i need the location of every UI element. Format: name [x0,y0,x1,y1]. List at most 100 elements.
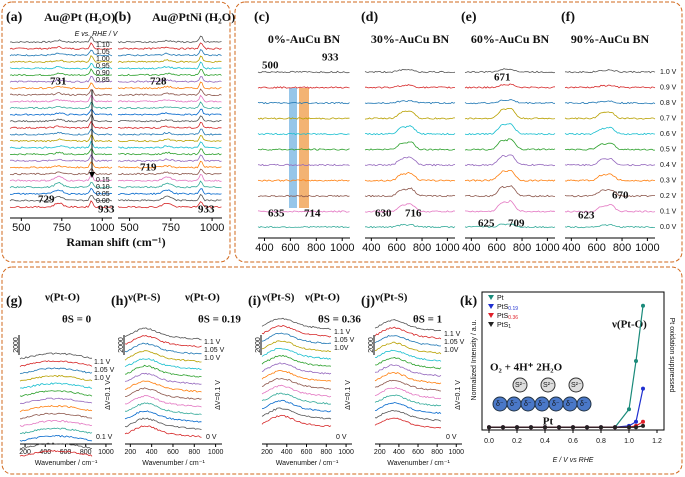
spectrum [365,84,455,89]
spectrum [117,168,222,176]
potential-label: 0.3 V [660,177,677,184]
x-axis-label: Wavenumber / cm⁻¹ [276,460,339,467]
x-tick-label: 1000 [98,449,114,456]
spectrum [564,203,656,213]
scale-label: 2000 [255,337,262,353]
spectrum [564,84,656,89]
adsorbate-label: S²⁻ [543,382,554,389]
spectrum [117,173,222,182]
spectrum [19,419,93,427]
x-tick-label: 600 [388,242,406,254]
spectrum [257,194,350,198]
spectrum [19,449,93,457]
spectrum [464,185,556,198]
x-tick-label: 600 [488,242,506,254]
spectrum [464,199,556,213]
x-tick-label: 800 [431,449,443,456]
spectrum [117,94,222,103]
spectrum [19,434,93,442]
panel-label: (h) [111,294,128,309]
spectrum [9,82,113,90]
spectrum [124,380,202,393]
spectrum [117,35,222,44]
spectrum [261,399,332,413]
band-label: ν(Pt-O) [611,319,647,331]
x-tick-label: 0.8 [596,438,606,445]
point [613,425,617,430]
peak-label: 635 [268,208,285,220]
peak-label: 719 [140,162,157,174]
point [641,303,645,308]
spectrum [19,352,93,360]
step-label: ΔV=0.1 V [105,380,112,410]
potential-label: 0 V [446,434,457,441]
coverage-label: θS = 1 [413,314,442,326]
spectrum [117,76,222,83]
spectrum [117,201,222,209]
panel-label: (d) [361,10,378,25]
peak-label: 500 [262,60,279,72]
x-tick-label: 1000 [90,222,114,234]
x-axis-label: Raman shift (cm⁻¹) [66,235,165,249]
x-tick-label: 200 [124,449,136,456]
point [634,359,638,363]
charge-label: δ⁻ [510,401,518,408]
peak-label: 709 [508,218,525,230]
spectrum [19,367,93,375]
x-tick-label: 750 [162,222,180,234]
point [599,425,603,430]
x-axis-label: Wavenumber / cm⁻¹ [142,460,205,467]
spectrum [117,88,222,96]
potential-label: 1.10 [96,42,110,49]
spectrum [464,107,556,120]
spectrum [117,61,222,70]
spectrum [364,100,456,105]
x-tick-label: 750 [53,222,71,234]
x-tick-label: 500 [120,222,138,234]
panel-title: 30%-AuCu BN [371,32,450,46]
spectrum [9,128,113,136]
potential-label: 0 V [206,434,217,441]
spectrum [124,327,202,341]
spectrum [374,319,442,332]
panel-label: (b) [114,10,131,25]
x-tick-label: 200 [19,449,31,456]
spectrum [257,70,350,74]
legend-label: PtS1 [497,322,511,330]
panel-title: Au@Pt (H₂O) [44,10,115,24]
charge-label: δ⁻ [496,401,504,408]
legend-marker [488,304,494,309]
spectrum [9,134,113,143]
adsorbate-label: S²⁻ [571,382,582,389]
peak-label: 728 [150,76,167,88]
legend-subscript: 0.36 [508,315,518,321]
spectrum [374,364,442,377]
point [627,407,631,412]
x-tick-label: 0.2 [512,438,522,445]
spectrum [19,360,93,368]
spectrum [261,354,332,367]
spectrum [117,121,222,129]
spectrum [117,108,222,116]
potential-label: 0.1 V [660,208,677,215]
spectrum [564,188,655,198]
potential-label: 1.05 V [94,367,115,374]
potential-label: 0.15 [96,177,110,184]
charge-label: δ⁻ [566,401,574,408]
x-tick-label: 800 [80,449,92,456]
x-tick-label: 800 [307,242,325,254]
panel-label: (g) [6,294,23,309]
potential-label: 1.0 V [660,69,677,76]
spectrum [365,223,456,229]
spectrum [117,81,222,90]
charge-label: δ⁻ [552,401,560,408]
spectrum [364,110,455,120]
spectrum [20,412,93,420]
x-tick-label: 1000 [448,449,464,456]
spectrum [9,35,113,44]
spectrum [464,154,556,167]
spectrum [117,128,222,136]
spectrum [9,49,113,57]
panel-frame [1,266,683,475]
charge-label: δ⁻ [538,401,546,408]
